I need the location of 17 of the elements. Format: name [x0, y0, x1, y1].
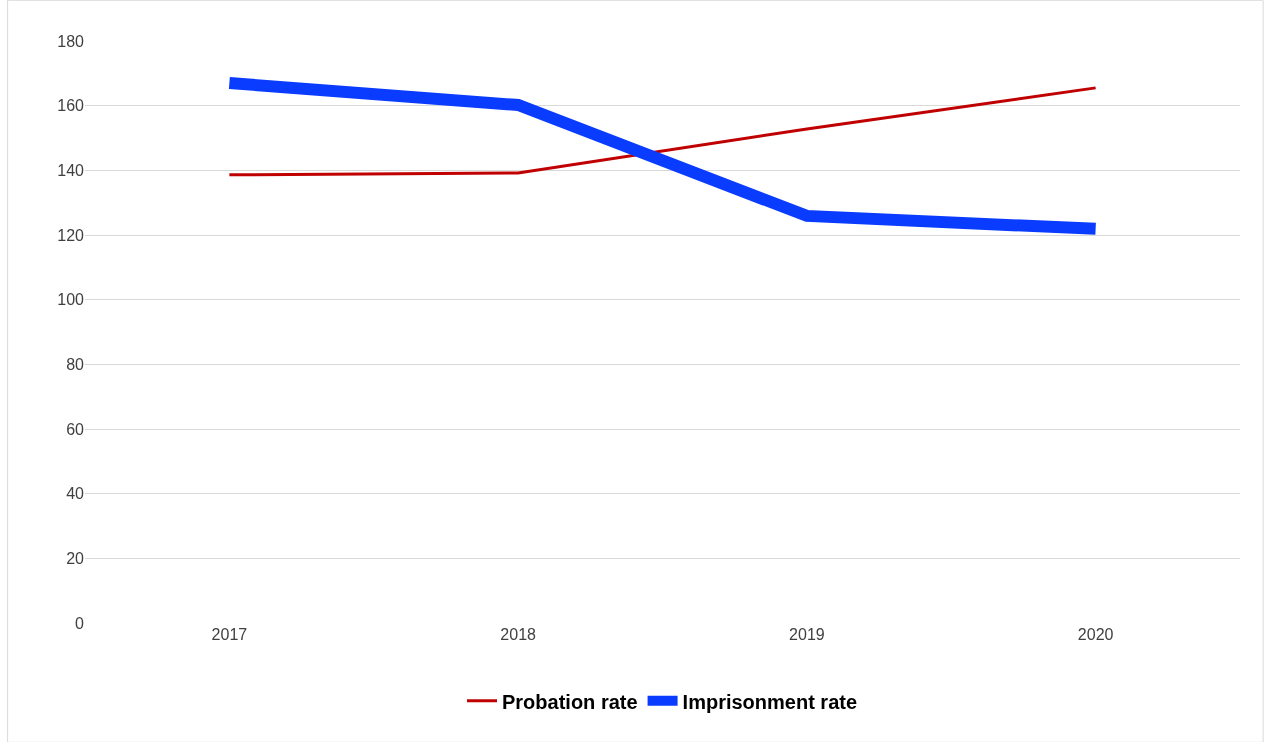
y-tick-label: 80: [66, 355, 85, 373]
x-tick-label: 2020: [1077, 626, 1114, 643]
x-tick-label: 2019: [789, 626, 825, 643]
y-tick-label: 60: [66, 420, 85, 438]
legend-label: Probation rate: [502, 690, 638, 713]
y-tick-label: 20: [66, 549, 85, 567]
x-tick-label: 2018: [500, 626, 537, 643]
y-tick-label: 140: [57, 161, 85, 179]
legend-label: Imprisonment rate: [682, 690, 858, 713]
x-tick-label: 2017: [211, 626, 248, 643]
line-series: [227, 86, 1098, 177]
y-tick-label: 160: [57, 97, 85, 115]
y-tick-label: 40: [66, 485, 85, 503]
y-tick-label: 120: [57, 226, 85, 244]
y-tick-label: 100: [57, 291, 85, 309]
y-tick-label: 0: [75, 614, 85, 632]
y-tick-label: 180: [57, 32, 85, 50]
